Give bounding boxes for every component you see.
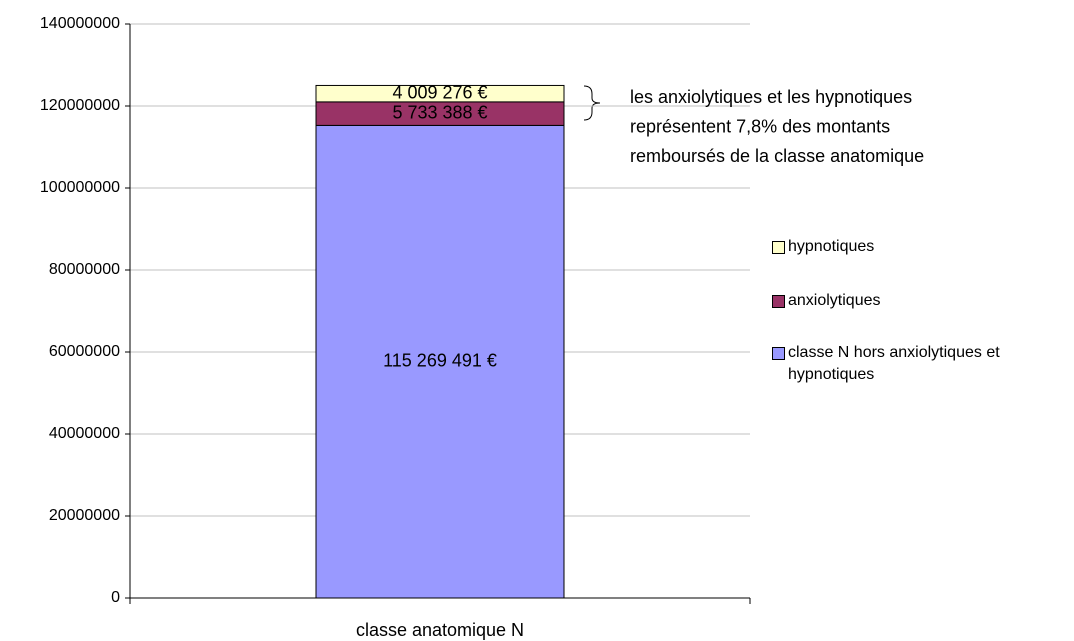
y-tick-label: 40000000 [49, 425, 120, 442]
value-label: 4 009 276 € [392, 82, 487, 102]
annotation: représentent 7,8% des montants [630, 116, 890, 136]
legend-swatch [772, 295, 785, 308]
annotation: remboursés de la classe anatomique [630, 146, 924, 166]
brace [583, 85, 601, 121]
annotation: les anxiolytiques et les hypnotiques [630, 87, 912, 107]
y-tick-label: 140000000 [40, 15, 120, 32]
y-tick-label: 60000000 [49, 343, 120, 360]
legend-item: hypnotiques [772, 236, 1072, 258]
x-tick-label: classe anatomique N [356, 620, 524, 640]
y-tick-label: 20000000 [49, 507, 120, 524]
legend-label: anxiolytiques [788, 292, 881, 309]
legend-swatch [772, 347, 785, 360]
value-label: 115 269 491 € [383, 350, 497, 370]
value-label: 5 733 388 € [392, 102, 487, 122]
y-tick-label: 100000000 [40, 179, 120, 196]
legend-label: hypnotiques [788, 238, 875, 255]
y-tick-label: 80000000 [49, 261, 120, 278]
y-tick-label: 0 [111, 589, 120, 606]
legend-label: classe N hors anxiolytiques et hypnotiqu… [788, 344, 1000, 383]
bar-segment [315, 84, 565, 103]
legend-item: classe N hors anxiolytiques et hypnotiqu… [772, 342, 1072, 386]
legend-item: anxiolytiques [772, 290, 1072, 312]
legend-swatch [772, 241, 785, 254]
y-tick-label: 120000000 [40, 97, 120, 114]
